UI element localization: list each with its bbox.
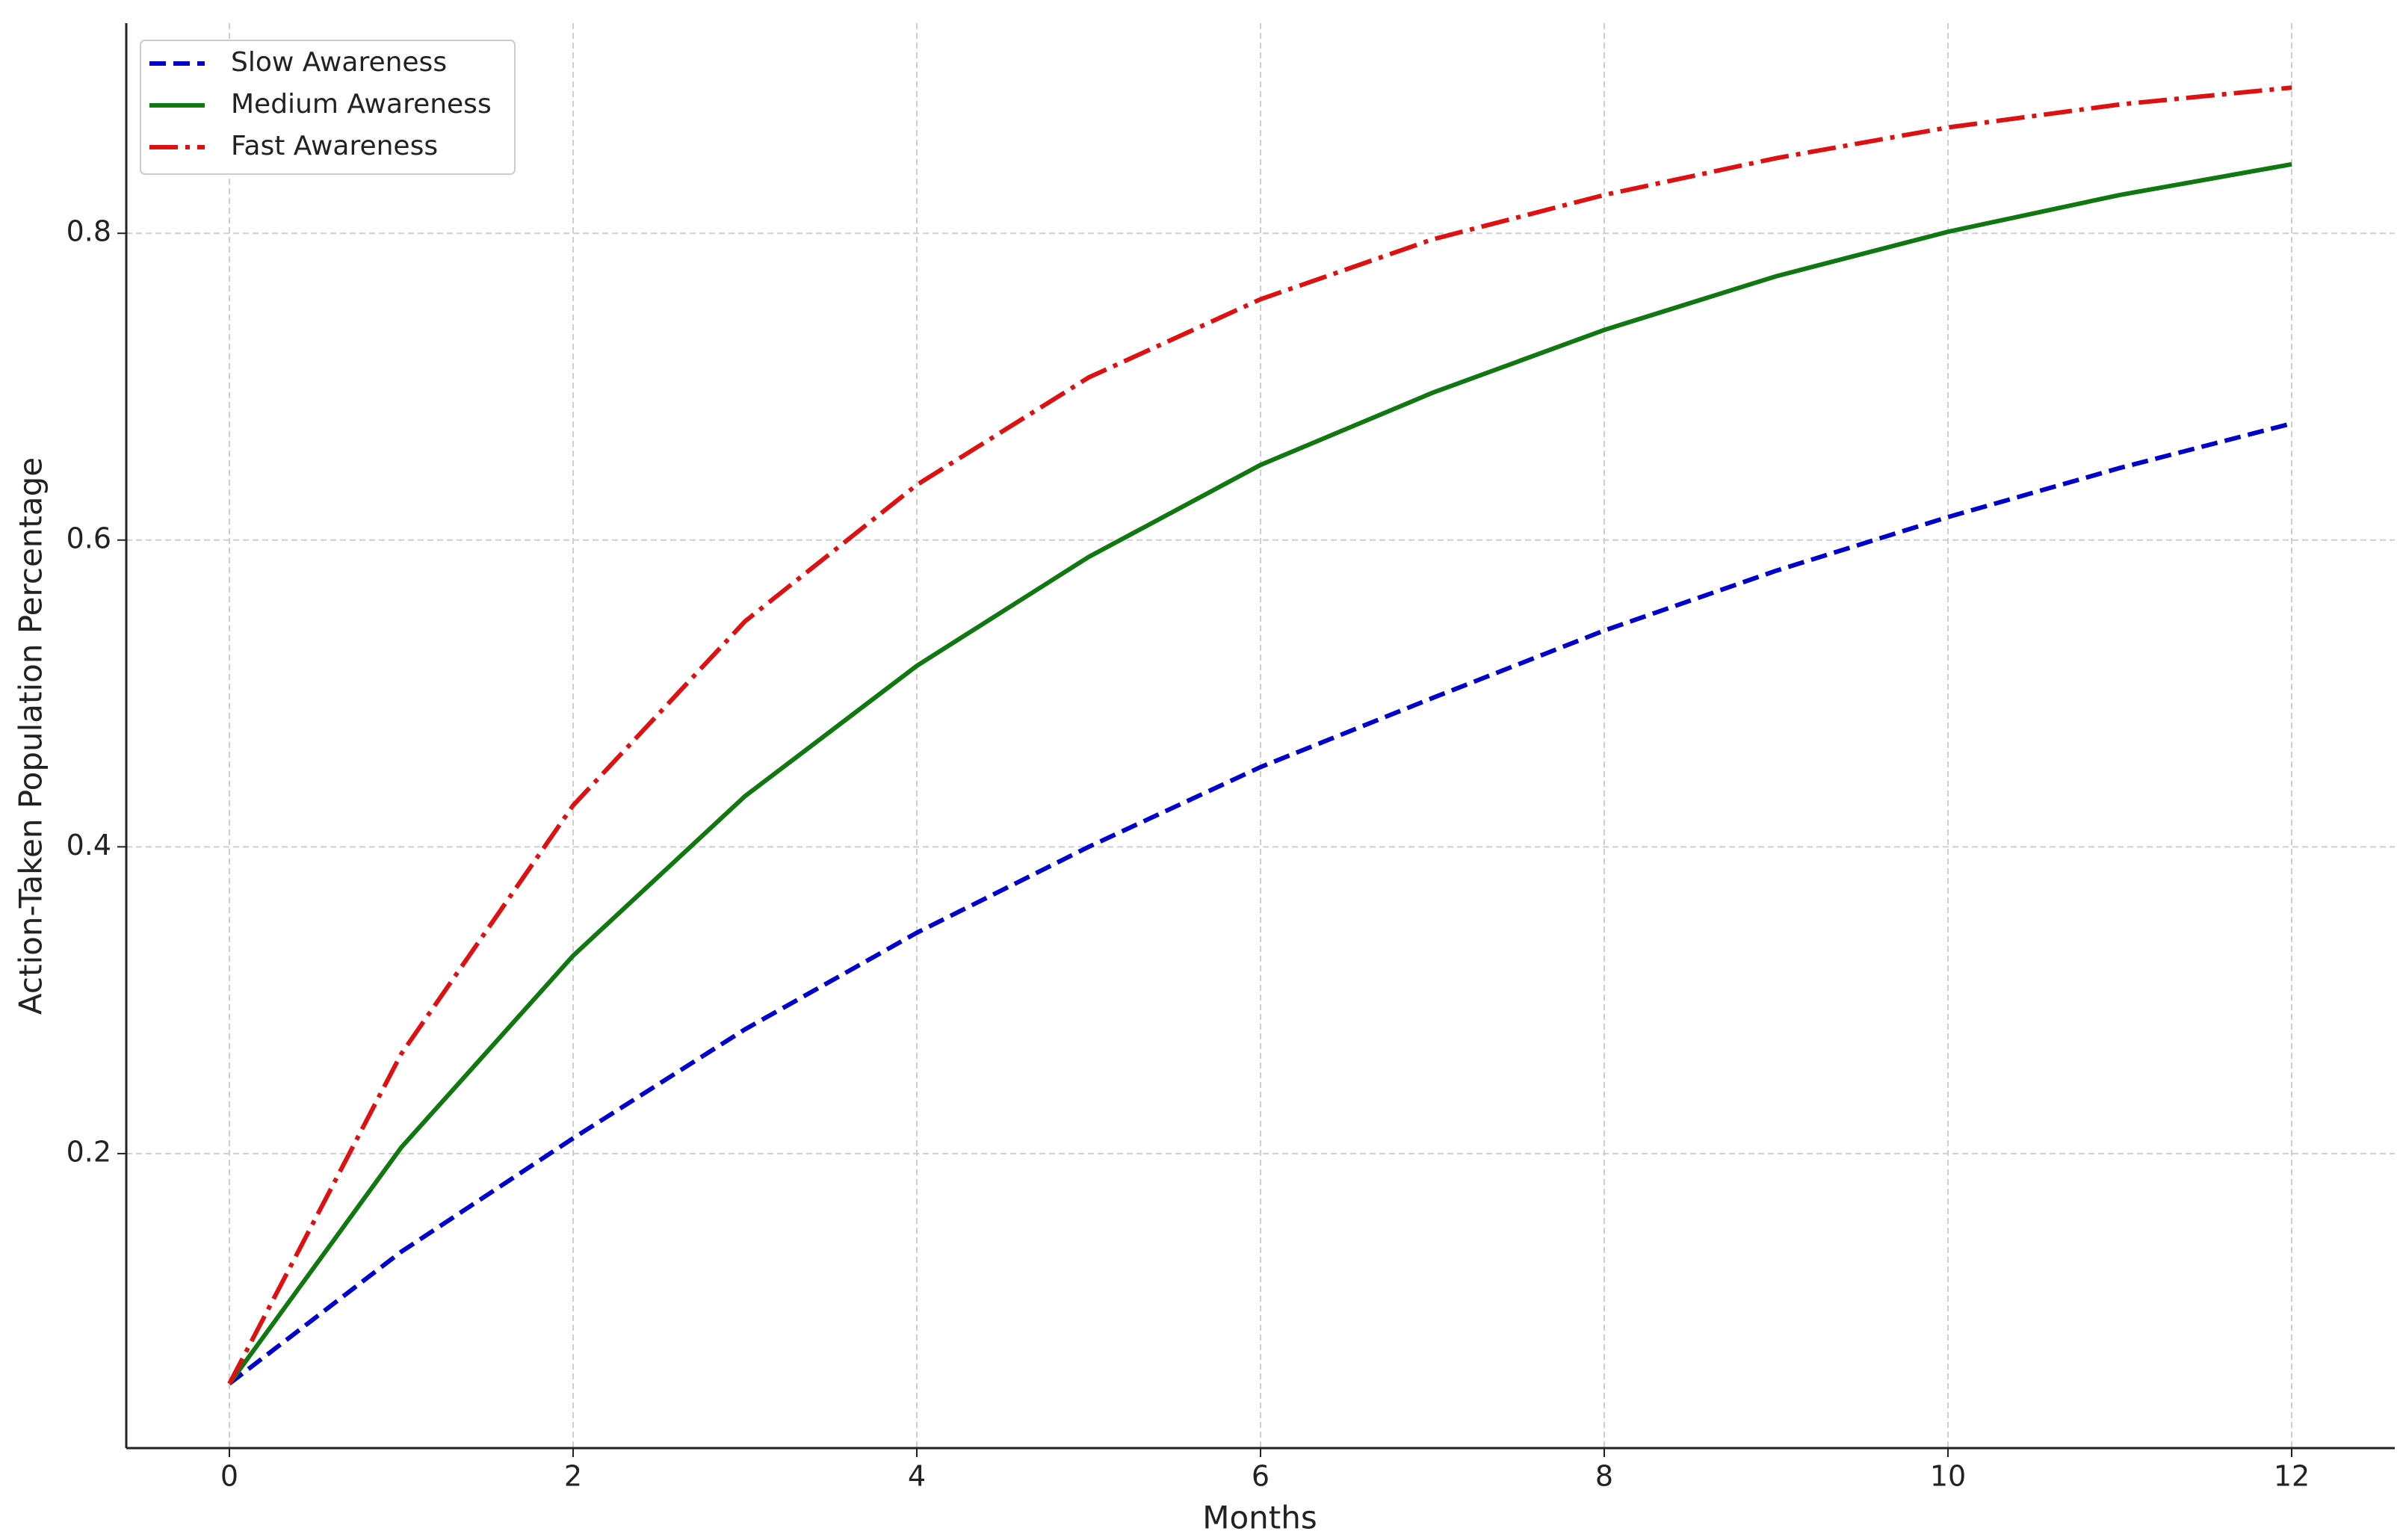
x-tick-label: 6 (1252, 1460, 1270, 1493)
x-tick-label: 4 (908, 1460, 926, 1493)
x-axis-label: Months (1202, 1500, 1317, 1536)
legend-box (140, 40, 516, 175)
data-line (228, 421, 2292, 1386)
y-tick-label: 0.6 (67, 522, 111, 554)
legend-label: Fast Awareness (231, 131, 438, 161)
y-tick-label: 0.8 (67, 215, 111, 248)
legend: Slow Awareness Medium Awareness Fast Aware… (140, 40, 516, 175)
x-tick-label: 8 (1595, 1460, 1613, 1493)
y-axis-label: Action-Taken Population Percentage (13, 457, 49, 1015)
data-line (227, 85, 2292, 1385)
x-tick-label: 10 (1930, 1460, 1966, 1493)
x-tick-label: 12 (2274, 1460, 2310, 1493)
legend-label: Slow Awareness (231, 47, 447, 78)
x-tick-label: 2 (564, 1460, 582, 1493)
y-tick-label: 0.4 (67, 829, 111, 862)
data-line (227, 161, 2292, 1385)
y-tick-label: 0.2 (67, 1135, 111, 1168)
x-tick-label: 0 (220, 1460, 238, 1493)
legend-label: Medium Awareness (231, 89, 492, 120)
